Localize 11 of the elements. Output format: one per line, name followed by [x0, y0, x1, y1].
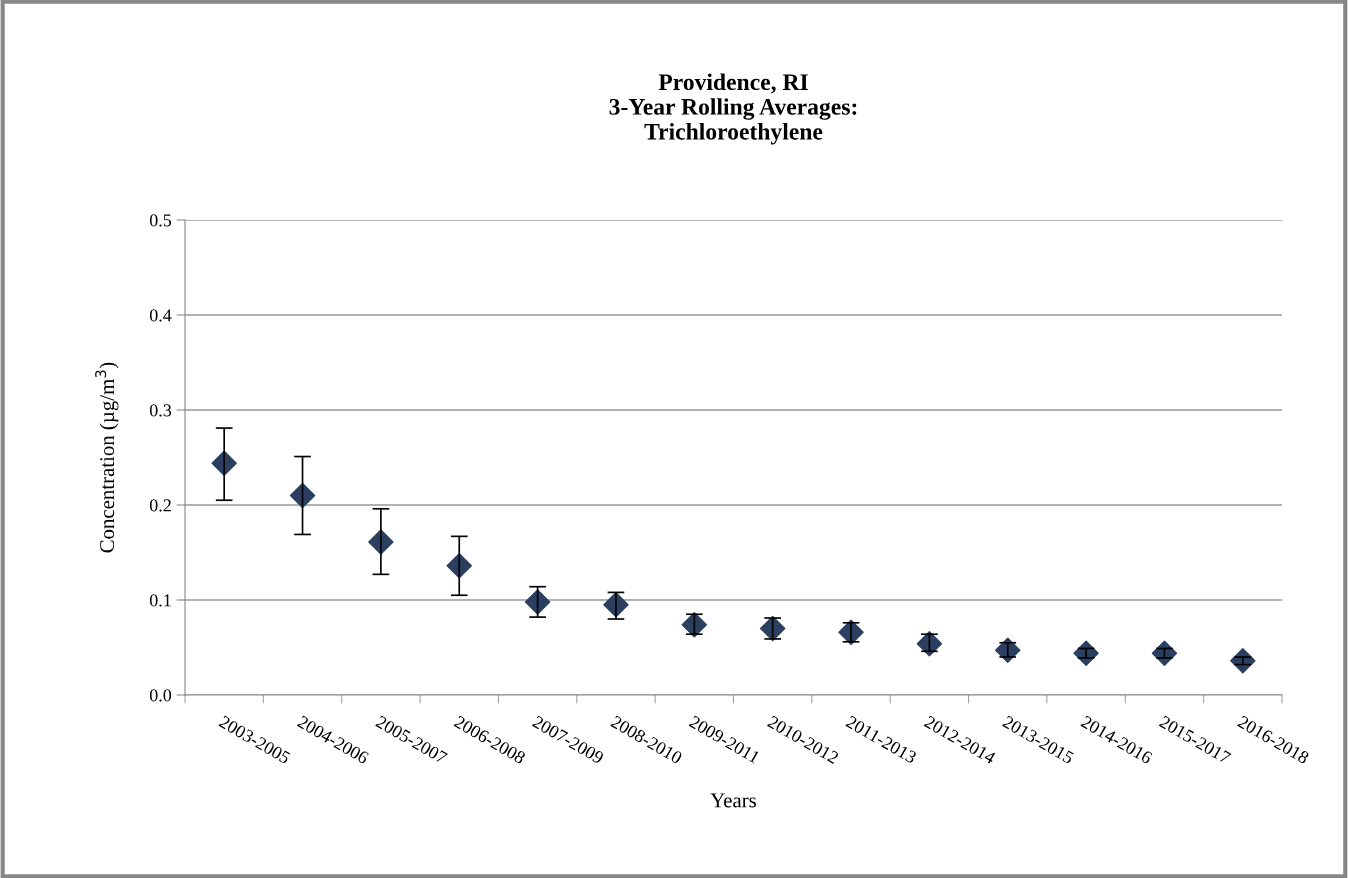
y-tick-label: 0.1 — [149, 594, 171, 607]
y-axis-title: Concentration (µg/m$^{3}$) — [95, 362, 119, 553]
x-axis-title: Years — [710, 793, 756, 808]
y-tick-label: 0.4 — [149, 309, 172, 322]
y-tick-label: 0.0 — [149, 689, 172, 702]
y-tick-label: 0.5 — [149, 214, 172, 227]
point — [524, 589, 551, 615]
chart-title: Providence, RI 3-Year Rolling Averages: Trichloroethylene — [609, 73, 857, 145]
y-tick-label: 0.3 — [149, 404, 172, 417]
point — [289, 482, 316, 509]
y-tick-label: 0.2 — [149, 499, 171, 512]
